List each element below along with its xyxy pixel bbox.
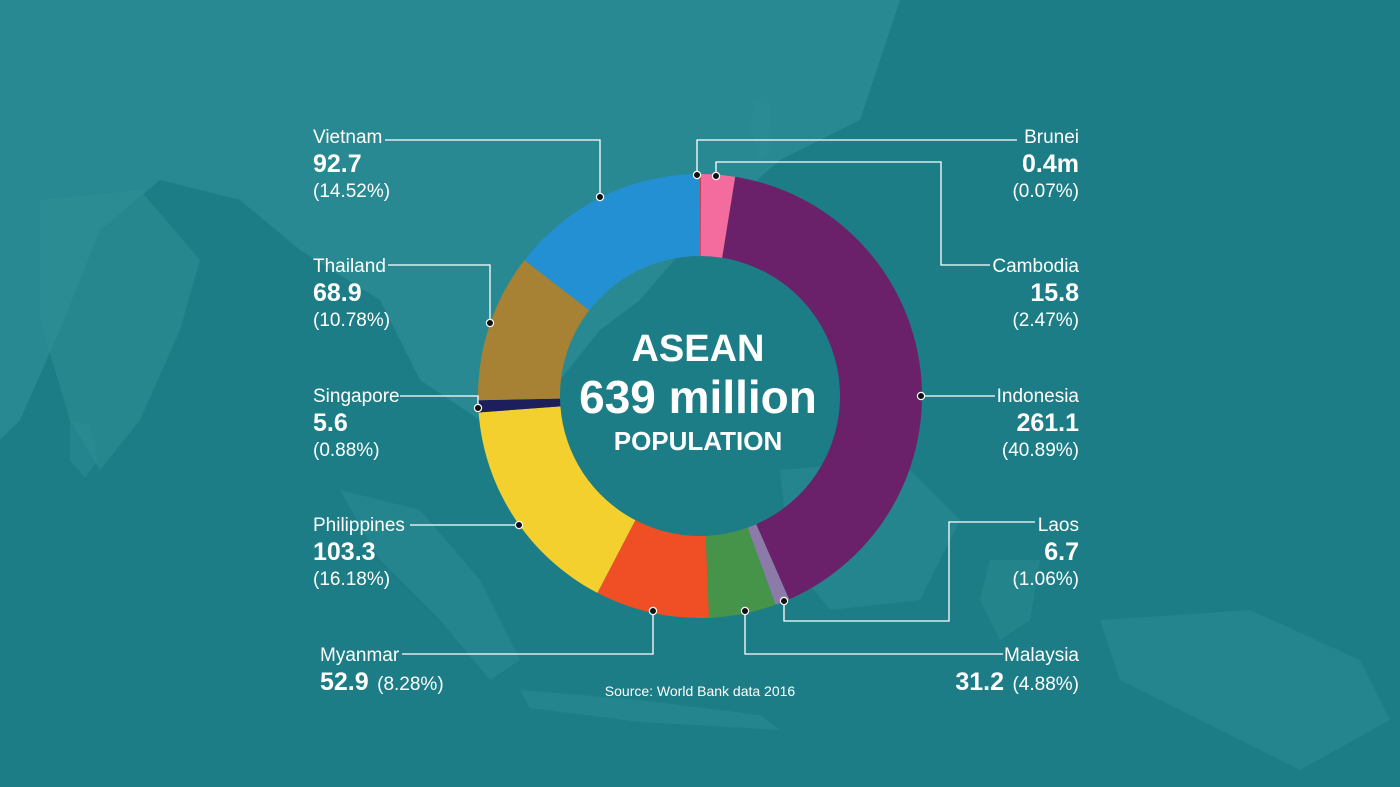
landmass-java [520, 690, 780, 730]
landmass-asia [0, 0, 900, 440]
leader-dot-philippines [514, 520, 524, 530]
slice-percent: (2.47%) [1012, 310, 1079, 331]
slice-value: 68.9 [313, 279, 362, 307]
slice-brunei [700, 174, 701, 257]
slice-value: 5.6 [313, 409, 348, 437]
slice-value: 103.3 [313, 538, 376, 566]
slice-percent: (8.28%) [377, 674, 444, 695]
landmass-sulawesi [980, 560, 1040, 640]
donut-slices [478, 174, 923, 619]
slice-name: Thailand [313, 256, 386, 277]
leader-dot-vietnam [595, 192, 605, 202]
donut-center-label: ASEAN 639 million POPULATION [548, 330, 848, 454]
slice-vietnam [524, 174, 700, 311]
slice-name: Indonesia [996, 386, 1079, 407]
slice-indonesia [722, 176, 923, 600]
leader-dot-myanmar [648, 606, 658, 616]
slice-percent: (14.52%) [313, 181, 391, 202]
label-vietnam: Vietnam 92.7 (14.52%) [313, 128, 390, 201]
label-indonesia: Indonesia 261.1 (40.89%) [997, 387, 1079, 460]
leader-dot-malaysia [740, 606, 750, 616]
label-philippines: Philippines 103.3 (16.18%) [313, 516, 405, 589]
leader-dot-thailand [485, 318, 495, 328]
slice-laos [747, 524, 790, 605]
slice-name: Laos [1037, 515, 1079, 536]
slice-malaysia [705, 527, 776, 618]
slice-percent: (4.88%) [1012, 674, 1079, 695]
landmass-taiwan [750, 100, 772, 160]
slice-singapore [478, 398, 561, 413]
leader-lines [385, 139, 1035, 655]
slice-name: Vietnam [313, 127, 383, 148]
chart-title: ASEAN [631, 328, 765, 370]
leader-line-malaysia [744, 611, 1003, 655]
leader-dot-brunei [692, 170, 702, 180]
slice-percent: (0.88%) [313, 440, 380, 461]
slice-myanmar [597, 520, 709, 619]
leader-line-vietnam [385, 139, 601, 197]
chart-subtitle: POPULATION [613, 426, 783, 456]
slice-value: 31.2 [955, 668, 1005, 696]
label-singapore: Singapore 5.6 (0.88%) [313, 387, 400, 460]
slice-percent: (10.78%) [313, 310, 391, 331]
slice-name: Myanmar [320, 645, 400, 666]
label-laos: Laos 6.7 (1.06%) [1012, 516, 1079, 589]
landmass-india [40, 190, 200, 470]
slice-name: Malaysia [1004, 645, 1079, 666]
slice-percent: (1.06%) [1012, 569, 1079, 590]
leader-line-brunei [696, 139, 1017, 175]
slice-value: 0.4m [1022, 150, 1079, 178]
label-cambodia: Cambodia 15.8 (2.47%) [992, 257, 1079, 330]
label-thailand: Thailand 68.9 (10.78%) [313, 257, 390, 330]
landmass-sri-lanka [70, 420, 98, 478]
total-population: 639 million [579, 371, 817, 423]
slice-value: 52.9 [320, 668, 369, 696]
leader-dot-singapore [473, 403, 483, 413]
slice-value: 92.7 [313, 150, 362, 178]
slice-value: 15.8 [1030, 279, 1079, 307]
leader-dot-indonesia [916, 391, 926, 401]
slice-name: Brunei [1024, 127, 1079, 148]
leader-line-thailand [388, 264, 491, 323]
leader-line-singapore [400, 395, 479, 408]
leader-dot-cambodia [711, 171, 721, 181]
slice-value: 6.7 [1044, 538, 1079, 566]
landmass-sumatra [340, 490, 520, 680]
slice-value: 261.1 [1016, 409, 1079, 437]
leader-dot-laos [779, 596, 789, 606]
slice-philippines [478, 406, 636, 593]
slice-cambodia [700, 174, 736, 258]
slice-thailand [478, 260, 590, 401]
slice-percent: (16.18%) [313, 569, 391, 590]
label-brunei: Brunei 0.4m (0.07%) [1012, 128, 1079, 201]
landmass-new-guinea [1100, 610, 1390, 770]
slice-percent: (0.07%) [1012, 181, 1079, 202]
slice-name: Cambodia [992, 256, 1079, 277]
leader-line-cambodia [715, 161, 990, 266]
slice-name: Philippines [313, 515, 405, 536]
label-malaysia: Malaysia 31.2 (4.88%) [955, 646, 1079, 695]
source-note: Source: World Bank data 2016 [604, 683, 796, 699]
leader-line-laos [783, 521, 1035, 622]
label-myanmar: Myanmar 52.9 (8.28%) [320, 646, 444, 695]
slice-name: Singapore [313, 386, 400, 407]
leader-line-myanmar [402, 611, 654, 655]
slice-percent: (40.89%) [1001, 440, 1079, 461]
